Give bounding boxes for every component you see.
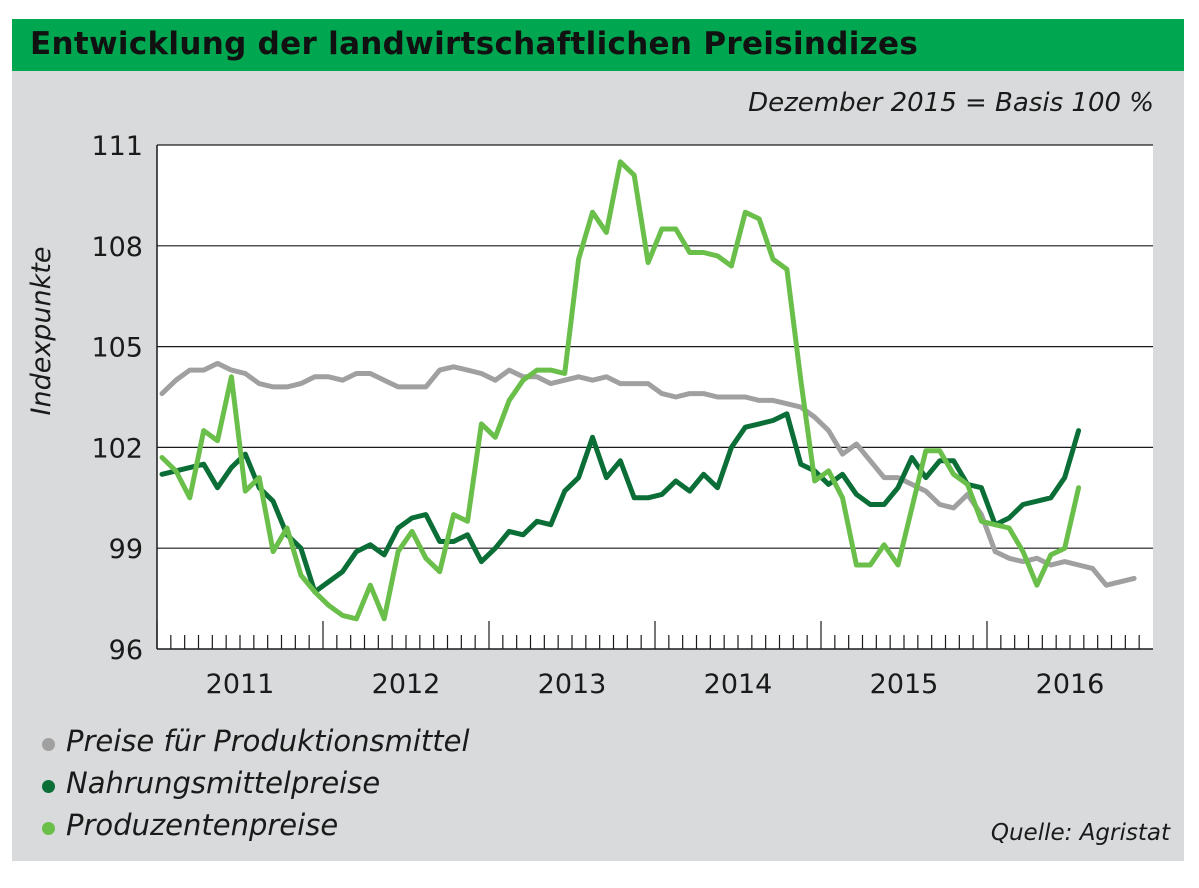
basis-note: Dezember 2015 = Basis 100 % bbox=[748, 88, 1154, 118]
y-tick-label: 96 bbox=[109, 635, 143, 666]
title-bar: Entwicklung der landwirtschaftlichen Pre… bbox=[12, 19, 1184, 71]
plot-area bbox=[157, 145, 1153, 649]
y-tick-label: 108 bbox=[91, 232, 143, 263]
x-year-label: 2011 bbox=[206, 669, 275, 700]
legend-label-produzentenpreise: Produzentenpreise bbox=[66, 808, 339, 842]
legend-dot-light-green-icon bbox=[42, 822, 55, 835]
chart-title: Entwicklung der landwirtschaftlichen Pre… bbox=[30, 26, 919, 62]
legend-dot-gray-icon bbox=[42, 738, 55, 751]
y-axis-label: Indexpunkte bbox=[26, 246, 57, 415]
x-year-label: 2012 bbox=[372, 669, 441, 700]
x-year-label: 2015 bbox=[870, 669, 939, 700]
y-tick-label: 99 bbox=[109, 534, 143, 565]
y-tick-label: 102 bbox=[91, 433, 143, 464]
x-year-label: 2013 bbox=[538, 669, 607, 700]
series-line-2 bbox=[159, 159, 1082, 622]
x-year-label: 2014 bbox=[704, 669, 773, 700]
legend-label-produktionsmittel: Preise für Produktionsmittel bbox=[66, 724, 470, 758]
x-year-label: 2016 bbox=[1036, 669, 1105, 700]
y-tick-label: 105 bbox=[91, 333, 143, 364]
source-note: Quelle: Agristat bbox=[990, 820, 1170, 846]
y-tick-label: 111 bbox=[91, 131, 143, 162]
legend-dot-dark-green-icon bbox=[42, 780, 55, 793]
legend-label-nahrungsmittel: Nahrungsmittelpreise bbox=[66, 766, 381, 800]
